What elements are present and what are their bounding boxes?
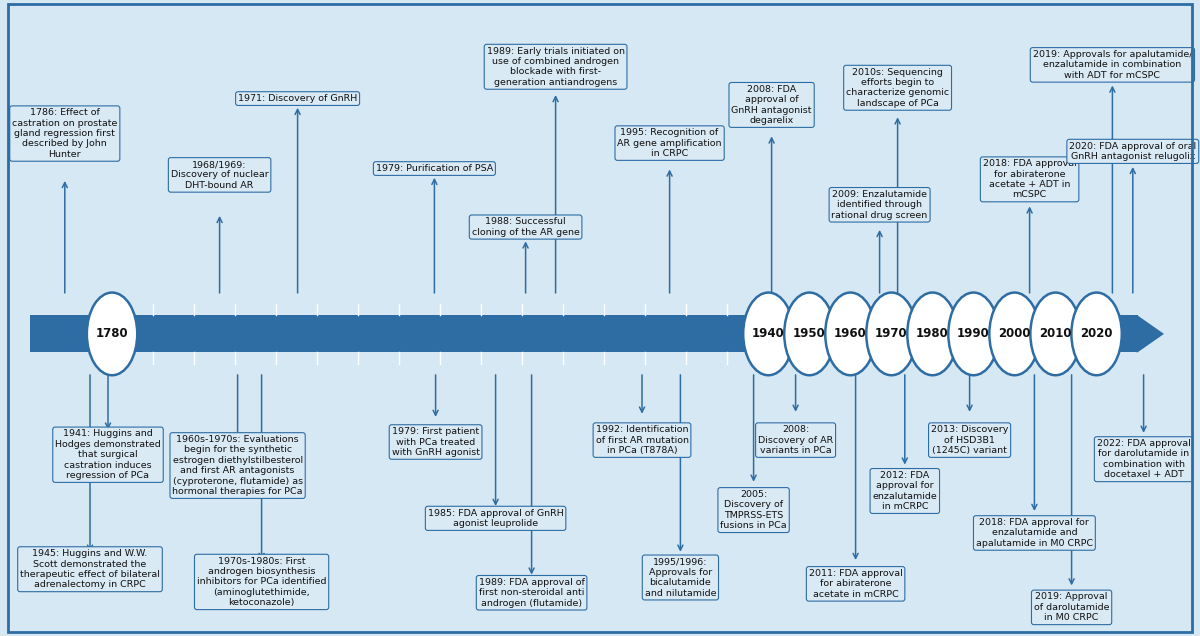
Text: 1960s-1970s: Evaluations
begin for the synthetic
estrogen diethylstilbesterol
an: 1960s-1970s: Evaluations begin for the s…: [173, 435, 302, 496]
Text: 2008: FDA
approval of
GnRH antagonist
degarelix: 2008: FDA approval of GnRH antagonist de…: [731, 85, 812, 125]
FancyArrow shape: [1136, 315, 1164, 352]
Text: 2020: FDA approval of oral
GnRH antagonist relugolix: 2020: FDA approval of oral GnRH antagoni…: [1069, 142, 1196, 161]
Text: 1995: Recognition of
AR gene amplification
in CRPC: 1995: Recognition of AR gene amplificati…: [617, 128, 722, 158]
Bar: [30, 315, 1138, 352]
Text: 2018: FDA approval for
enzalutamide and
apalutamide in M0 CRPC: 2018: FDA approval for enzalutamide and …: [976, 518, 1093, 548]
Text: 1990: 1990: [958, 328, 990, 340]
Text: 2018: FDA approval
for abiraterone
acetate + ADT in
mCSPC: 2018: FDA approval for abiraterone aceta…: [983, 159, 1076, 200]
Text: 2012: FDA
approval for
enzalutamide
in mCRPC: 2012: FDA approval for enzalutamide in m…: [872, 471, 937, 511]
Text: 2008:
Discovery of AR
variants in PCa: 2008: Discovery of AR variants in PCa: [758, 425, 833, 455]
Text: 1988: Successful
cloning of the AR gene: 1988: Successful cloning of the AR gene: [472, 218, 580, 237]
Text: 2019: Approval
of darolutamide
in M0 CRPC: 2019: Approval of darolutamide in M0 CRP…: [1034, 593, 1109, 622]
Ellipse shape: [907, 293, 958, 375]
Text: 1950: 1950: [793, 328, 826, 340]
Text: 2000: 2000: [998, 328, 1031, 340]
Text: 1985: FDA approval of GnRH
agonist leuprolide: 1985: FDA approval of GnRH agonist leupr…: [427, 509, 564, 528]
Ellipse shape: [743, 293, 793, 375]
Text: 1979: Purification of PSA: 1979: Purification of PSA: [376, 164, 493, 173]
Text: 2019: Approvals for apalutamide/
enzalutamide in combination
with ADT for mCSPC: 2019: Approvals for apalutamide/ enzalut…: [1033, 50, 1192, 80]
Text: 1995/1996:
Approvals for
bicalutamide
and nilutamide: 1995/1996: Approvals for bicalutamide an…: [644, 557, 716, 598]
Text: 1968/1969:
Discovery of nuclear
DHT-bound AR: 1968/1969: Discovery of nuclear DHT-boun…: [170, 160, 269, 190]
Ellipse shape: [948, 293, 998, 375]
Text: 1786: Effect of
castration on prostate
gland regression first
described by John
: 1786: Effect of castration on prostate g…: [12, 108, 118, 159]
Ellipse shape: [866, 293, 917, 375]
Ellipse shape: [1072, 293, 1122, 375]
Ellipse shape: [989, 293, 1039, 375]
Text: 1940: 1940: [752, 328, 785, 340]
Text: 2011: FDA approval
for abiraterone
acetate in mCRPC: 2011: FDA approval for abiraterone aceta…: [809, 569, 902, 598]
Text: 1945: Huggins and W.W.
Scott demonstrated the
therapeutic effect of bilateral
ad: 1945: Huggins and W.W. Scott demonstrate…: [20, 549, 160, 590]
Text: 1979: First patient
with PCa treated
with GnRH agonist: 1979: First patient with PCa treated wit…: [391, 427, 480, 457]
Text: 1970: 1970: [875, 328, 907, 340]
Text: 1989: Early trials initiated on
use of combined androgen
blockade with first-
ge: 1989: Early trials initiated on use of c…: [487, 46, 625, 87]
Text: 2010: 2010: [1039, 328, 1072, 340]
Text: 1780: 1780: [96, 328, 128, 340]
Text: 1980: 1980: [916, 328, 949, 340]
Text: 1971: Discovery of GnRH: 1971: Discovery of GnRH: [238, 94, 358, 103]
Text: 1970s-1980s: First
androgen biosynthesis
inhibitors for PCa identified
(aminoglu: 1970s-1980s: First androgen biosynthesis…: [197, 556, 326, 607]
Text: 2009: Enzalutamide
identified through
rational drug screen: 2009: Enzalutamide identified through ra…: [832, 190, 928, 219]
Text: 1960: 1960: [834, 328, 866, 340]
Text: 2010s: Sequencing
efforts begin to
characterize genomic
landscape of PCa: 2010s: Sequencing efforts begin to chara…: [846, 67, 949, 108]
Text: 2013: Discovery
of HSD3B1
(1245C) variant: 2013: Discovery of HSD3B1 (1245C) varian…: [931, 425, 1008, 455]
Ellipse shape: [86, 293, 137, 375]
Text: 2005:
Discovery of
TMPRSS-ETS
fusions in PCa: 2005: Discovery of TMPRSS-ETS fusions in…: [720, 490, 787, 530]
Ellipse shape: [1031, 293, 1081, 375]
Text: 2022: FDA approval
for darolutamide in
combination with
docetaxel + ADT: 2022: FDA approval for darolutamide in c…: [1097, 439, 1190, 480]
Text: 1989: FDA approval of
first non-steroidal anti
androgen (flutamide): 1989: FDA approval of first non-steroida…: [479, 578, 584, 607]
Text: 1941: Huggins and
Hodges demonstrated
that surgical
castration induces
regressio: 1941: Huggins and Hodges demonstrated th…: [55, 429, 161, 480]
Text: 2020: 2020: [1080, 328, 1112, 340]
Text: 1992: Identification
of first AR mutation
in PCa (T878A): 1992: Identification of first AR mutatio…: [595, 425, 689, 455]
Ellipse shape: [785, 293, 835, 375]
Ellipse shape: [826, 293, 876, 375]
